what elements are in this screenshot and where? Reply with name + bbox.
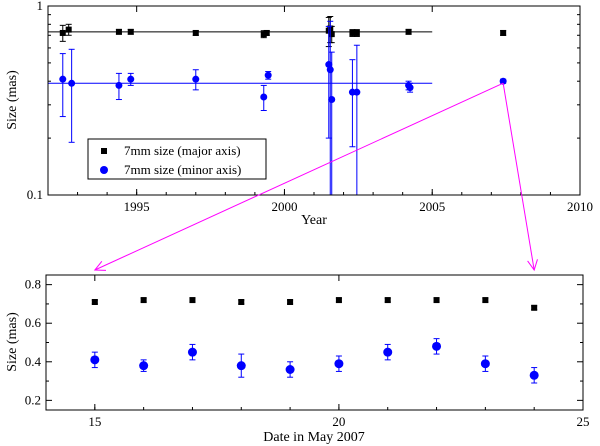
data-point-minor [432,341,442,351]
data-point-minor [59,75,67,83]
legend-label-major: 7mm size (major axis) [124,143,241,158]
bottom-plot-frame [45,274,584,411]
data-point-minor [353,88,361,96]
bottom-x-axis-title: Date in May 2007 [263,430,364,445]
data-point-minor [383,347,393,357]
data-point-major [238,299,245,305]
data-point-minor [328,96,336,104]
bottom-chart-axes: 15 20 25 0.2 0.4 0.6 0.8 [25,275,590,429]
data-point-major [500,29,507,36]
data-point-minor [68,79,76,87]
data-point-major [140,297,147,304]
data-point-minor [326,66,334,74]
data-point-major [482,297,489,304]
data-point-major [287,299,294,305]
x-tick-label: 2000 [271,199,297,214]
legend-box [87,138,267,180]
x-tick-label: 2010 [567,199,593,214]
data-point-major [189,297,196,304]
legend-label-minor: 7mm size (minor axis) [124,162,241,177]
y-tick-label: 0.8 [25,277,41,292]
data-point-minor [480,359,490,369]
data-point-major [405,28,412,35]
x-tick-label: 15 [88,414,101,429]
x-tick-label: 20 [332,414,345,429]
data-point-minor [406,84,414,92]
y-tick-label: 0.4 [25,354,42,369]
zoom-arrow-left [94,82,504,271]
data-point-minor [236,361,246,371]
zoom-arrow-head [93,260,107,271]
zoom-arrows [93,82,538,272]
data-point-major [328,31,335,38]
data-point-minor [139,361,149,371]
legend-marker-minor [100,166,108,174]
y-tick-label: 0.2 [25,392,41,407]
data-point-major [263,29,270,36]
data-point-major [353,29,360,36]
y-tick-label: 1 [37,0,44,13]
top-chart-marks [48,15,507,195]
bottom-y-axis-title: Size (mas) [5,312,20,372]
data-point-major [384,297,391,304]
data-point-major [433,297,440,304]
data-point-minor [115,81,123,89]
y-tick-label: 0.1 [27,187,43,202]
top-y-axis-title: Size (mas) [5,70,20,130]
data-point-minor [260,93,268,101]
y-tick-label: 0.6 [25,315,42,330]
legend-marker-major [101,148,107,154]
data-point-major [115,28,122,35]
top-chart: 1995 2000 2005 2010 0.1 1 Year Size (mas) 7mm… [5,0,593,228]
data-point-minor [285,365,295,374]
data-point-major [59,29,66,36]
bottom-chart-marks [90,297,539,384]
data-point-major [127,28,134,35]
bottom-chart: 15 20 25 0.2 0.4 0.6 0.8 Date in May 2007 Size… [5,274,590,445]
data-point-minor [127,75,135,83]
data-point-major [335,297,342,304]
x-tick-label: 2005 [419,199,445,214]
data-point-minor [529,370,539,380]
data-point-major [349,29,356,36]
data-point-major [91,299,98,305]
data-point-minor [264,71,272,79]
data-point-minor [334,359,344,369]
data-point-major [192,29,199,36]
data-point-minor [90,355,100,365]
legend: 7mm size (major axis) 7mm size (minor ax… [87,138,267,180]
x-tick-label: 25 [577,414,590,429]
top-x-axis-title: Year [301,213,327,228]
zoom-arrow-head [527,259,538,272]
data-point-minor [187,347,197,357]
data-point-minor [192,75,200,83]
data-point-major [65,26,72,33]
zoom-arrow-right [502,83,535,271]
x-tick-label: 1995 [124,199,150,214]
data-point-major [531,304,538,311]
data-point-minor [499,77,507,85]
